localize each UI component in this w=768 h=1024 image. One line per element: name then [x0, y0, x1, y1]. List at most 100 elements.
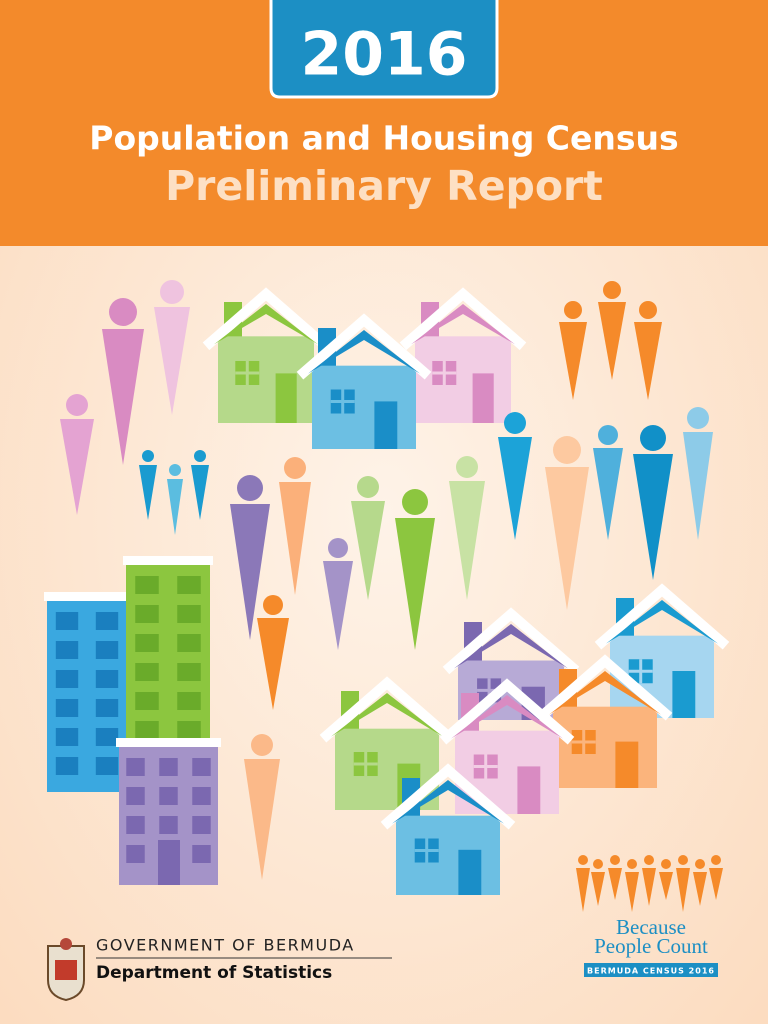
person-body — [676, 868, 690, 912]
person-body — [693, 872, 707, 906]
house-roof-edge — [399, 287, 527, 351]
person-head — [553, 436, 581, 464]
person-head — [661, 859, 671, 869]
person-head — [627, 859, 637, 869]
house-window-bars — [628, 659, 653, 684]
person-body — [683, 432, 713, 540]
person-body — [230, 504, 270, 640]
house-roof — [454, 624, 568, 669]
person-body — [659, 872, 673, 900]
building-window — [55, 612, 79, 630]
person-body — [244, 759, 280, 880]
person-body — [593, 448, 623, 540]
person-body — [279, 482, 311, 595]
person-head — [640, 425, 666, 451]
house-window-bars — [432, 360, 457, 385]
person-head — [610, 855, 620, 865]
person-body — [139, 465, 157, 520]
house-roof — [392, 780, 504, 824]
person-body — [102, 329, 144, 465]
person-body — [257, 618, 289, 710]
title: Population and Housing Census — [89, 119, 678, 158]
building-window — [95, 670, 119, 688]
building-window — [55, 728, 79, 746]
building-window — [95, 757, 119, 775]
house-roof-edge — [537, 654, 673, 721]
person-body — [167, 479, 183, 535]
house-roof — [411, 304, 515, 345]
building-roof — [116, 738, 221, 747]
person-body — [709, 868, 723, 900]
person-body — [191, 465, 209, 520]
building-roof — [44, 592, 130, 601]
house-roof-edge — [442, 607, 580, 675]
person-head — [687, 407, 709, 429]
house-roof-edge — [594, 583, 730, 650]
house-window-bars — [235, 360, 260, 385]
building-window — [55, 670, 79, 688]
person-head — [194, 450, 206, 462]
building-window — [177, 663, 201, 681]
crest-top — [60, 938, 72, 950]
person-head — [603, 281, 621, 299]
house-roof-edge — [319, 676, 455, 743]
person-body — [395, 518, 435, 650]
person-body — [545, 467, 589, 610]
person-head — [695, 859, 705, 869]
house-window-bars — [571, 730, 596, 755]
house-door — [615, 741, 639, 788]
person-head — [504, 412, 526, 434]
building-window — [126, 787, 145, 805]
person-head — [639, 301, 657, 319]
person-head — [251, 734, 273, 756]
logo-line2: People Count — [594, 934, 708, 958]
person-body — [498, 437, 532, 540]
person-body — [60, 419, 94, 515]
house-door — [672, 671, 696, 718]
building-window — [192, 816, 211, 834]
house-body — [396, 815, 500, 895]
house-window-bars — [414, 838, 439, 863]
building-window — [135, 576, 159, 594]
person-head — [593, 859, 603, 869]
building-window — [177, 576, 201, 594]
house-roof — [331, 693, 443, 737]
building-window — [126, 845, 145, 863]
person-body — [323, 561, 353, 650]
person-head — [66, 394, 88, 416]
building-window — [177, 605, 201, 623]
building-window — [192, 758, 211, 776]
person-body — [633, 454, 673, 580]
person-body — [351, 501, 385, 600]
house-door — [458, 849, 482, 895]
house-window-bars — [330, 389, 355, 414]
building-window — [135, 634, 159, 652]
person-head — [357, 476, 379, 498]
building-window — [55, 757, 79, 775]
person-body — [598, 302, 626, 380]
building-window — [126, 758, 145, 776]
house-roof-edge — [296, 313, 432, 380]
person-head — [711, 855, 721, 865]
house-roof — [606, 600, 718, 644]
house-roof — [549, 671, 661, 715]
house-window-bars — [353, 752, 378, 777]
department: Department of Statistics — [96, 963, 332, 983]
government: GOVERNMENT OF BERMUDA — [96, 936, 355, 955]
building-window — [95, 612, 119, 630]
building-roof — [123, 556, 213, 565]
building-window — [177, 692, 201, 710]
house-window-bars — [473, 754, 498, 779]
person-head — [644, 855, 654, 865]
person-body — [576, 868, 590, 912]
building-window — [159, 787, 178, 805]
house-door — [275, 373, 297, 423]
building-door — [158, 840, 180, 885]
building-window — [135, 721, 159, 739]
building-window — [135, 605, 159, 623]
building-window — [95, 641, 119, 659]
crest-field — [55, 960, 77, 980]
person-body — [559, 322, 587, 400]
building-window — [126, 816, 145, 834]
